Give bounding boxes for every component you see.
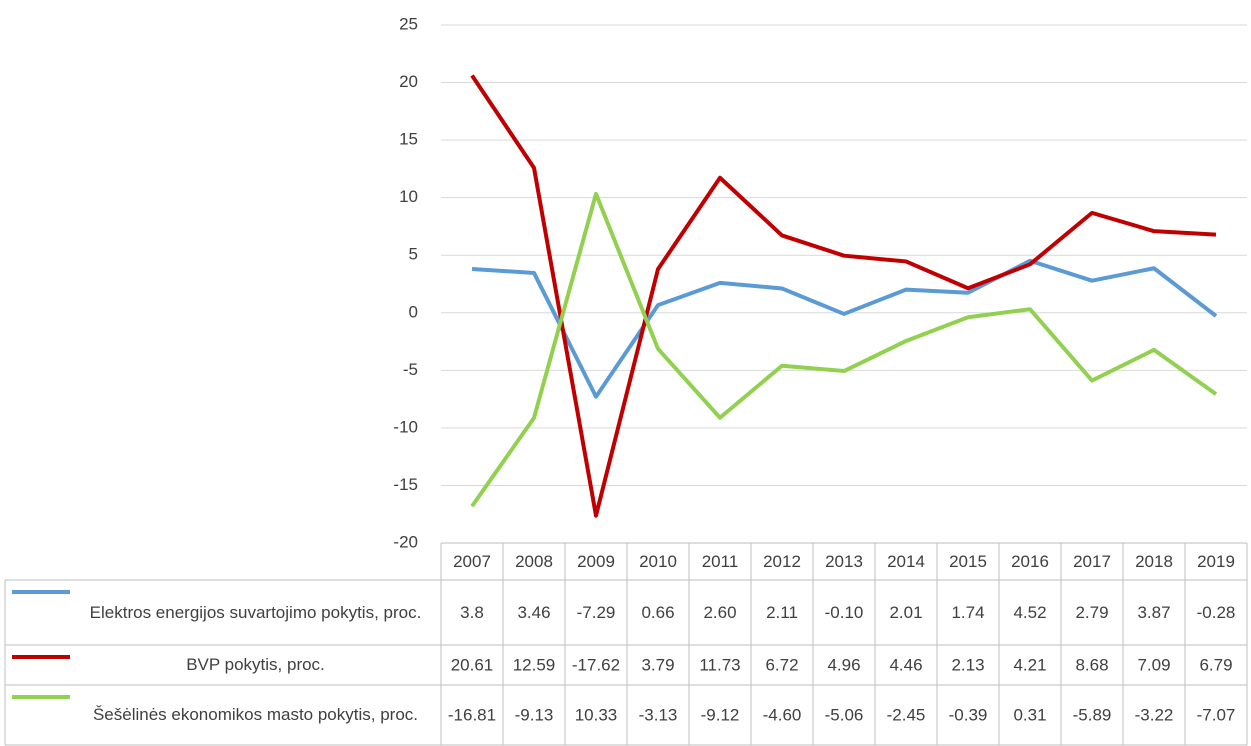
y-tick-label: 0 xyxy=(409,302,418,321)
table-value: -7.07 xyxy=(1197,705,1236,724)
table-value: 2.11 xyxy=(766,603,798,622)
x-tick-label: 2010 xyxy=(639,552,677,571)
table-value: -9.12 xyxy=(701,705,740,724)
x-tick-label: 2019 xyxy=(1197,552,1235,571)
table-value: 2.13 xyxy=(951,655,984,674)
table-value: 3.8 xyxy=(460,603,484,622)
x-tick-label: 2016 xyxy=(1011,552,1049,571)
y-tick-label: 20 xyxy=(399,72,418,91)
table-value: 6.72 xyxy=(765,655,798,674)
table-value: -0.39 xyxy=(949,705,988,724)
table-value: -3.22 xyxy=(1135,705,1174,724)
series-name: Elektros energijos suvartojimo pokytis, … xyxy=(89,602,422,622)
table-value: 0.31 xyxy=(1013,705,1046,724)
table-value: 3.46 xyxy=(517,603,550,622)
table-value: 7.09 xyxy=(1137,655,1170,674)
table-value: -2.45 xyxy=(887,705,926,724)
table-value: 8.68 xyxy=(1075,655,1108,674)
table-value: -16.81 xyxy=(448,705,496,724)
x-tick-label: 2011 xyxy=(702,552,739,571)
x-tick-label: 2014 xyxy=(887,552,925,571)
series-name-cell: Šešėlinės ekonomikos masto pokytis, proc… xyxy=(92,705,419,724)
y-tick-label: -20 xyxy=(393,532,418,551)
x-tick-label: 2013 xyxy=(825,552,863,571)
series-line xyxy=(470,191,1218,508)
x-tick-label: 2008 xyxy=(515,552,553,571)
table-value: 3.87 xyxy=(1137,603,1170,622)
table-value: 0.66 xyxy=(641,603,674,622)
series-name: Šešėlinės ekonomikos masto pokytis, proc… xyxy=(92,705,419,724)
x-tick-label: 2007 xyxy=(453,552,491,571)
series-name-cell: Elektros energijos suvartojimo pokytis, … xyxy=(89,602,422,622)
table-value: 3.79 xyxy=(641,655,674,674)
y-tick-label: -5 xyxy=(403,360,418,379)
y-tick-label: 10 xyxy=(399,187,418,206)
table-value: 4.96 xyxy=(827,655,860,674)
table-value: -7.29 xyxy=(577,603,616,622)
y-tick-label: 15 xyxy=(399,130,418,149)
x-tick-label: 2012 xyxy=(763,552,801,571)
y-tick-label: 25 xyxy=(399,14,418,33)
x-tick-label: 2017 xyxy=(1073,552,1111,571)
y-tick-label: -15 xyxy=(393,475,418,494)
y-tick-label: 5 xyxy=(409,245,418,264)
table-value: -9.13 xyxy=(515,705,554,724)
table-value: 20.61 xyxy=(451,655,494,674)
table-value: 11.73 xyxy=(699,655,740,674)
table-value: -17.62 xyxy=(572,655,620,674)
table-value: 2.79 xyxy=(1075,603,1108,622)
table-value: 4.21 xyxy=(1013,655,1046,674)
table-value: -0.10 xyxy=(825,603,864,622)
series-name-cell: BVP pokytis, proc. xyxy=(186,655,325,674)
table-value: -5.89 xyxy=(1073,705,1112,724)
table-value: 2.60 xyxy=(703,603,736,622)
table-value: 1.74 xyxy=(951,603,984,622)
series-name: BVP pokytis, proc. xyxy=(186,655,325,674)
series-line xyxy=(471,258,1218,399)
x-tick-label: 2018 xyxy=(1135,552,1173,571)
x-tick-label: 2015 xyxy=(949,552,987,571)
table-value: -3.13 xyxy=(639,705,678,724)
table-value: 4.46 xyxy=(889,655,922,674)
x-tick-label: 2009 xyxy=(577,552,615,571)
table-value: 6.79 xyxy=(1199,655,1232,674)
y-tick-label: -10 xyxy=(393,417,418,436)
table-value: 10.33 xyxy=(575,705,618,724)
table-value: 12.59 xyxy=(513,655,556,674)
table-value: 2.01 xyxy=(889,603,922,622)
table-value: -5.06 xyxy=(825,705,864,724)
table-value: 4.52 xyxy=(1013,603,1046,622)
table-value: -0.28 xyxy=(1197,603,1236,622)
table-value: -4.60 xyxy=(763,705,802,724)
series-line xyxy=(470,74,1217,518)
